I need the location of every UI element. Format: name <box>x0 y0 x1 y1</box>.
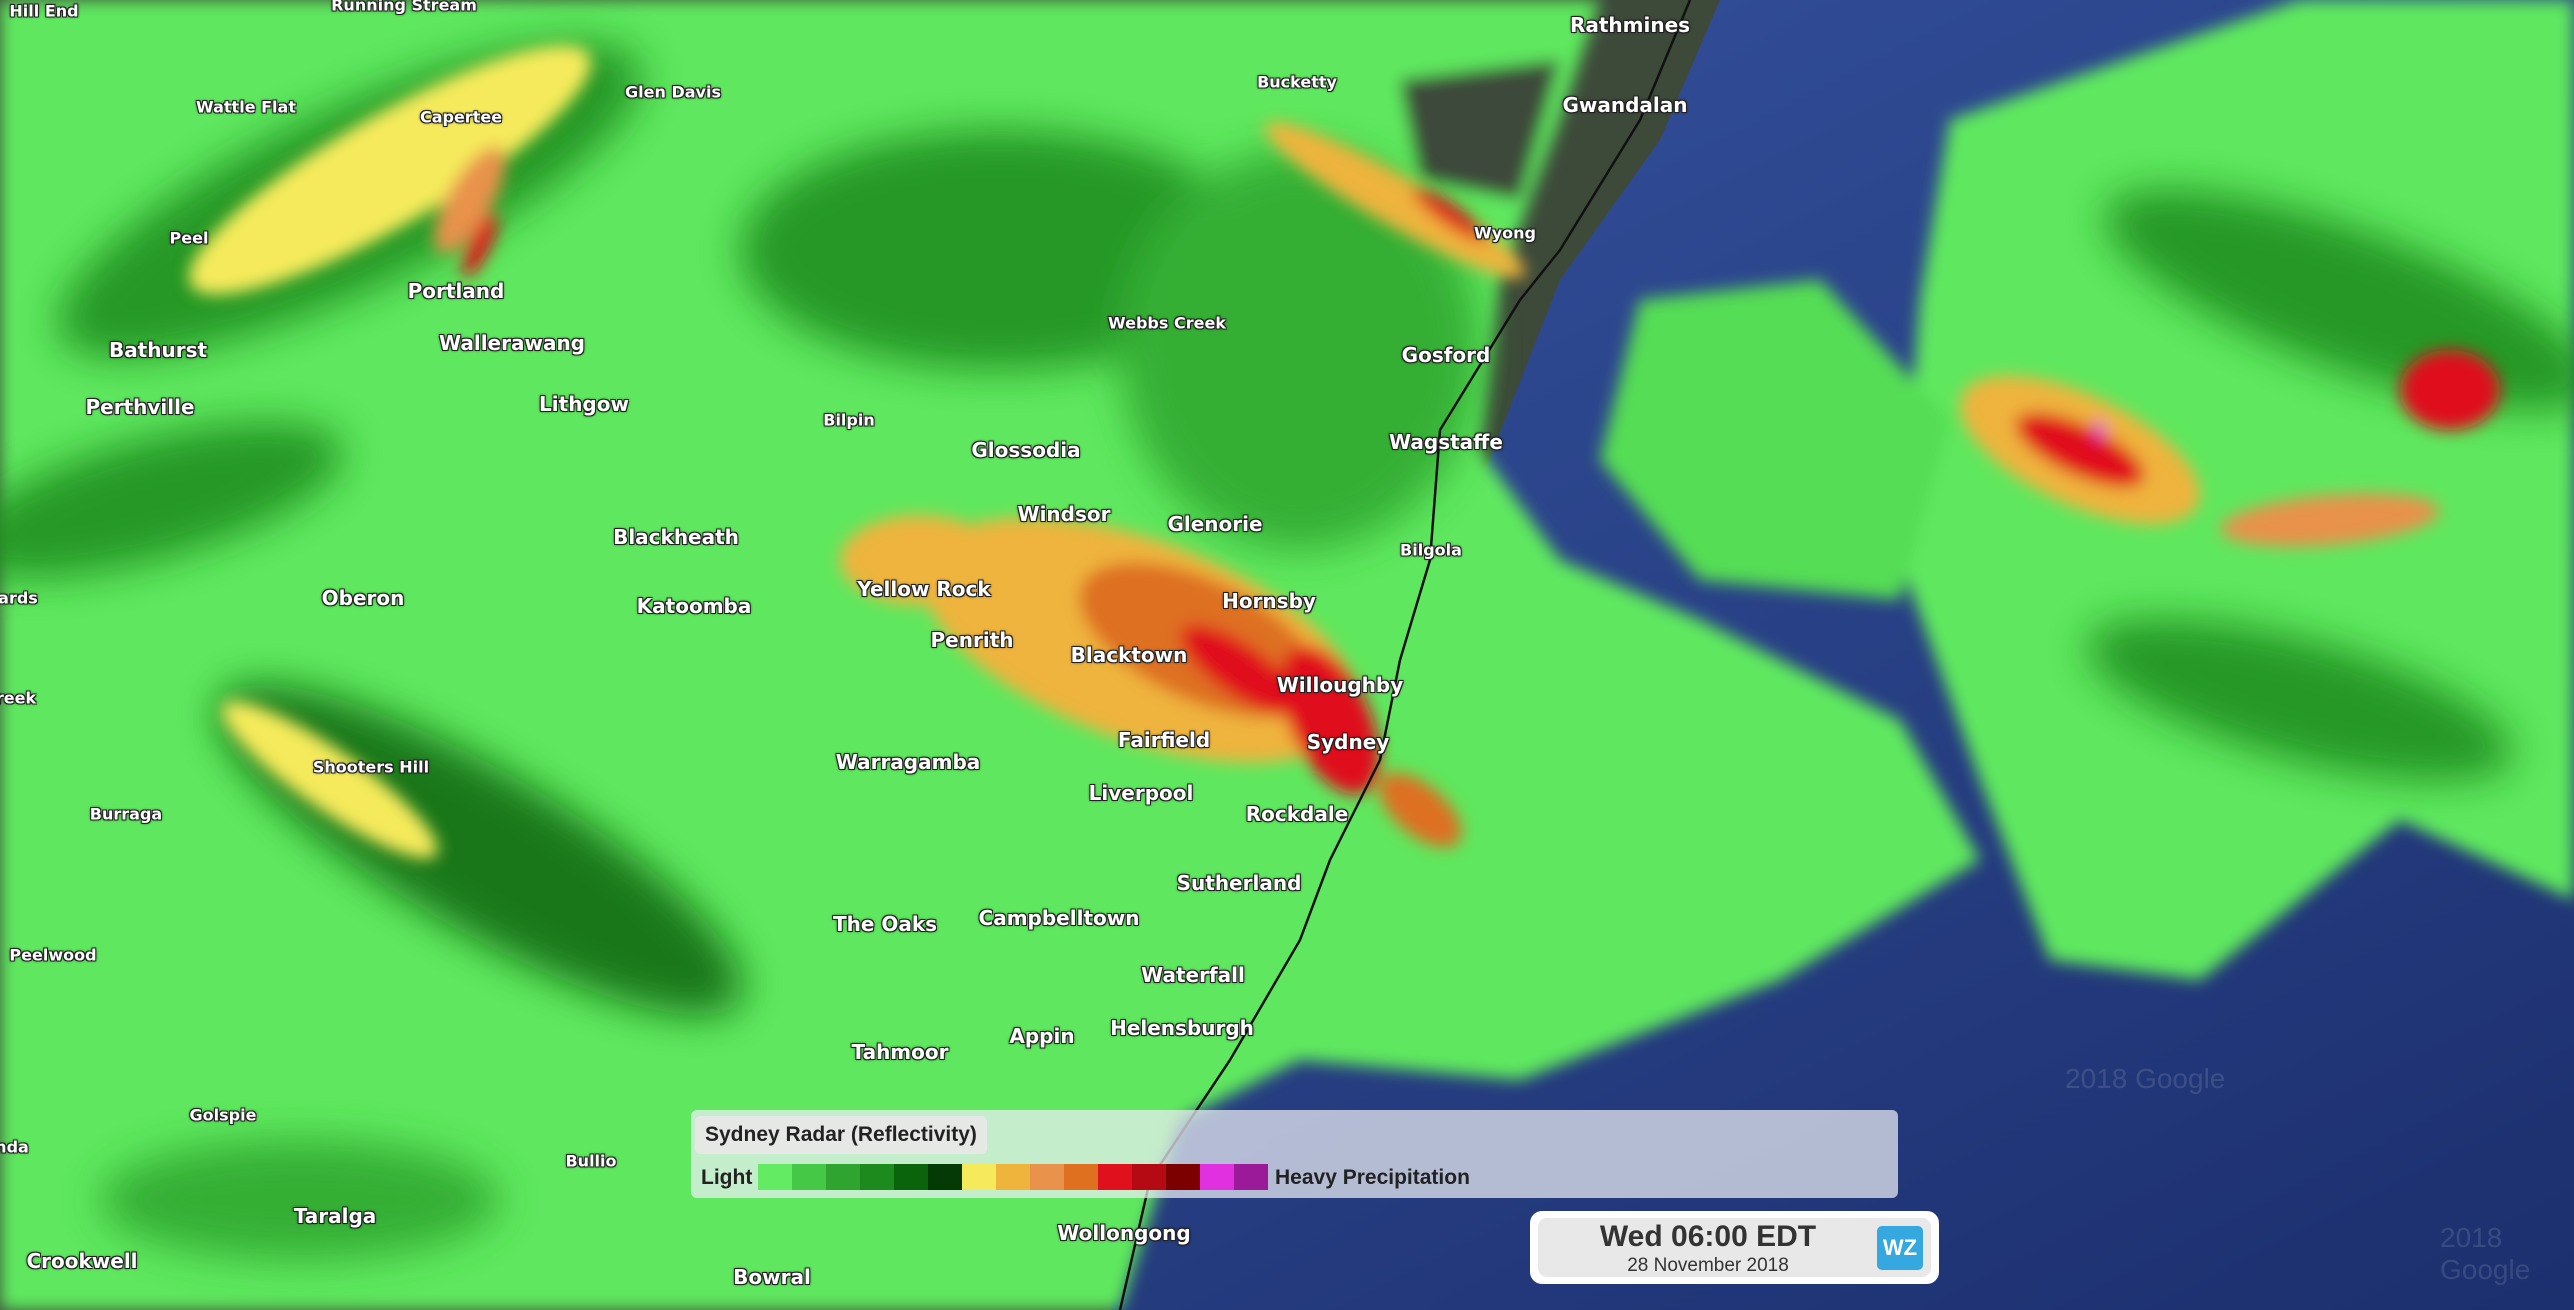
place-label: Gwandalan <box>1562 93 1688 117</box>
place-label: Windsor <box>1017 502 1111 526</box>
place-label: Rathmines <box>1569 13 1691 37</box>
legend-color-swatch <box>962 1164 996 1190</box>
place-label: Bucketty <box>1257 72 1337 92</box>
legend-color-swatch <box>792 1164 826 1190</box>
radar-heavy <box>188 45 2500 859</box>
place-label: Crookwell <box>26 1249 138 1273</box>
place-label: Warragamba <box>835 750 981 774</box>
place-label: Blacktown <box>1070 643 1188 667</box>
place-label: Bowral <box>733 1265 811 1289</box>
legend-color-swatch <box>1200 1164 1234 1190</box>
place-label: Wyong <box>1474 223 1536 243</box>
place-label: Waterfall <box>1141 963 1245 987</box>
place-label: Katoomba <box>636 594 752 618</box>
place-label: Hornsby <box>1222 589 1316 613</box>
place-label: Sutherland <box>1176 871 1302 895</box>
place-label: Perthville <box>85 395 195 419</box>
place-label: Wollongong <box>1057 1221 1191 1245</box>
coastline <box>1118 0 1692 1310</box>
place-label: Golspie <box>189 1105 257 1125</box>
legend-color-swatch <box>894 1164 928 1190</box>
place-label: Taralga <box>293 1204 377 1228</box>
place-label: Hill End <box>9 1 79 21</box>
timestamp-panel: Wed 06:00 EDT 28 November 2018 WZ <box>1530 1211 1939 1284</box>
legend-title: Sydney Radar (Reflectivity) <box>695 1116 987 1154</box>
legend-color-swatch <box>758 1164 792 1190</box>
place-label: Bathurst <box>108 338 208 362</box>
map-watermark: 2018 Google <box>2065 1063 2226 1094</box>
legend-low-label: Light <box>701 1166 753 1189</box>
legend-color-swatch <box>1098 1164 1132 1190</box>
place-label: Rockdale <box>1245 802 1349 826</box>
place-label: Webbs Creek <box>1108 313 1226 333</box>
legend-color-scale <box>758 1164 1268 1190</box>
place-label: Glossodia <box>971 438 1081 462</box>
place-label: Oberon <box>321 586 405 610</box>
place-label: Helensburgh <box>1110 1016 1254 1040</box>
place-label: Lithgow <box>539 392 629 416</box>
place-label: Glen Davis <box>625 82 721 102</box>
place-label: Liverpool <box>1088 781 1194 805</box>
place-label: Peelwood <box>9 945 97 965</box>
legend-color-swatch <box>996 1164 1030 1190</box>
place-label: Penrith <box>930 628 1014 652</box>
place-label: Appin <box>1009 1024 1075 1048</box>
legend-color-swatch <box>1030 1164 1064 1190</box>
legend-color-swatch <box>1064 1164 1098 1190</box>
place-label: Bullio <box>565 1151 617 1171</box>
place-label: Burraga <box>89 804 163 824</box>
place-label: Bilgola <box>1400 540 1462 560</box>
place-label: reek <box>0 688 37 708</box>
place-label: Yellow Rock <box>857 577 991 601</box>
place-label: Blackheath <box>613 525 739 549</box>
place-label: Wallerawang <box>438 331 586 355</box>
place-label: Gosford <box>1401 343 1491 367</box>
map-watermark: 2018 Google <box>2440 1222 2531 1285</box>
radar-legend: Sydney Radar (Reflectivity) Light Heavy … <box>691 1110 1898 1198</box>
place-label: Wattle Flat <box>196 97 296 117</box>
place-label: The Oaks <box>832 912 938 936</box>
place-label: Capertee <box>419 107 503 127</box>
timestamp-time: Wed 06:00 EDT <box>1599 1220 1817 1253</box>
place-label: ards <box>0 588 38 608</box>
timestamp-date: 28 November 2018 <box>1627 1255 1789 1276</box>
place-label: nda <box>0 1137 29 1157</box>
weatherzone-logo[interactable]: WZ <box>1877 1226 1923 1270</box>
legend-color-swatch <box>928 1164 962 1190</box>
legend-color-swatch <box>860 1164 894 1190</box>
place-label: Wagstaffe <box>1389 430 1503 454</box>
legend-color-swatch <box>1166 1164 1200 1190</box>
place-label: Tahmoor <box>851 1040 949 1064</box>
place-label: Peel <box>169 228 209 248</box>
legend-color-swatch <box>1132 1164 1166 1190</box>
place-label: Portland <box>407 279 505 303</box>
place-label: Willoughby <box>1276 673 1404 697</box>
place-label: Sydney <box>1306 730 1390 754</box>
place-label: Shooters Hill <box>312 757 430 777</box>
place-label: Fairfield <box>1117 728 1211 752</box>
legend-color-swatch <box>1234 1164 1268 1190</box>
place-label: Glenorie <box>1167 512 1263 536</box>
place-label: Bilpin <box>823 410 875 430</box>
place-label: Running Stream <box>331 0 477 15</box>
legend-high-label: Heavy Precipitation <box>1275 1166 1470 1189</box>
place-label: Campbelltown <box>978 906 1140 930</box>
legend-color-swatch <box>826 1164 860 1190</box>
